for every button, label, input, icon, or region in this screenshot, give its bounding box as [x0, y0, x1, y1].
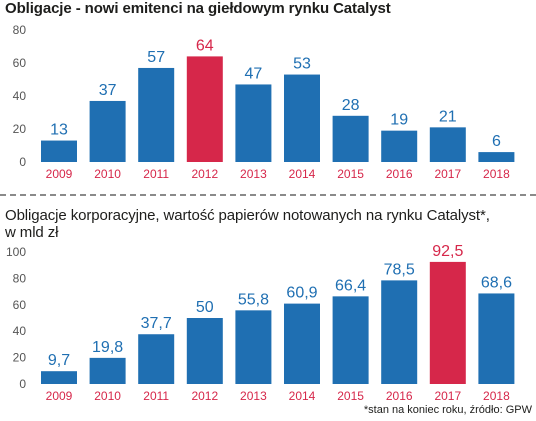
chart-2-value-label: 92,5 — [432, 243, 463, 260]
chart-2-value-label: 78,5 — [384, 261, 415, 278]
chart-2-category-label: 2011 — [143, 389, 169, 403]
chart-2-category-label: 2010 — [94, 389, 121, 403]
chart-2-ytick: 100 — [6, 245, 26, 259]
chart-2-ytick: 80 — [13, 271, 27, 285]
chart-1-category-label: 2011 — [143, 167, 169, 181]
chart-1-bar — [478, 152, 515, 162]
chart-1-category-label: 2017 — [434, 167, 461, 181]
chart-1-title: Obligacje - nowi emitenci na giełdowym r… — [5, 0, 391, 17]
chart-2-ytick: 60 — [13, 298, 27, 312]
chart-2-category-label: 2012 — [191, 389, 218, 403]
chart-1-value-label: 57 — [147, 49, 165, 66]
chart-2-value-label: 60,9 — [286, 285, 317, 302]
chart-1-category-label: 2018 — [483, 167, 510, 181]
chart-2-value-label: 50 — [196, 299, 214, 316]
chart-1-ytick: 0 — [19, 155, 26, 169]
chart-2-value-label: 19,8 — [92, 339, 123, 356]
chart-1-bar — [41, 140, 77, 162]
chart-2-category-label: 2015 — [337, 389, 364, 403]
chart-1: 0 20 40 60 80 13 2009 37 2010 57 2011 64 2012 47 2013 5… — [13, 23, 515, 181]
chart-2-value-label: 68,6 — [481, 274, 512, 291]
chart-2-category-label: 2018 — [483, 389, 510, 403]
chart-1-category-label: 2012 — [191, 167, 218, 181]
chart-2-category-label: 2013 — [240, 389, 267, 403]
chart-2-bar — [429, 261, 466, 384]
chart-2-bar — [332, 296, 369, 384]
chart-1-value-label: 6 — [492, 133, 501, 150]
chart-1-category-label: 2009 — [46, 167, 73, 181]
chart-2-bar — [478, 293, 515, 384]
section-divider — [0, 194, 536, 196]
chart-1-value-label: 47 — [245, 65, 263, 82]
chart-2-value-label: 37,7 — [141, 315, 172, 332]
chart-2-subtitle: w mld zł — [5, 224, 59, 241]
chart-2-bar — [138, 334, 175, 384]
chart-2-category-label: 2016 — [386, 389, 413, 403]
chart-2-title: Obligacje korporacyjne, wartość papierów… — [5, 207, 490, 224]
chart-2-ytick: 20 — [13, 351, 27, 365]
chart-1-bar — [381, 130, 418, 162]
chart-2-category-label: 2014 — [289, 389, 316, 403]
chart-2-bar — [41, 371, 77, 384]
chart-1-value-label: 19 — [390, 112, 408, 129]
chart-1-ytick: 20 — [13, 122, 27, 136]
chart-1-value-label: 28 — [342, 97, 360, 114]
chart-1-category-label: 2014 — [289, 167, 316, 181]
chart-1-bar — [138, 67, 175, 162]
chart-1-bar — [284, 74, 320, 162]
chart-2-bar — [381, 280, 418, 384]
chart-2-value-label: 66,4 — [335, 277, 366, 294]
chart-2-bar — [89, 357, 126, 384]
chart-2-value-label: 55,8 — [238, 291, 269, 308]
chart-1-value-label: 37 — [99, 82, 117, 99]
chart-1-value-label: 53 — [293, 56, 311, 73]
chart-1-bar — [235, 84, 272, 162]
chart-2-bar — [284, 303, 320, 384]
chart-1-ytick: 60 — [13, 56, 27, 70]
chart-1-category-label: 2010 — [94, 167, 121, 181]
chart-2-category-label: 2009 — [46, 389, 73, 403]
chart-1-category-label: 2016 — [386, 167, 413, 181]
chart-1-bar — [332, 115, 369, 162]
chart-2-ytick: 40 — [13, 324, 27, 338]
chart-1-category-label: 2013 — [240, 167, 267, 181]
chart-1-value-label: 13 — [50, 122, 68, 139]
chart-1-bar — [186, 56, 223, 162]
chart-1-ytick: 80 — [13, 23, 27, 37]
chart-1-value-label: 21 — [439, 108, 457, 125]
chart-1-bar — [429, 127, 466, 162]
chart-2-ytick: 0 — [19, 377, 26, 391]
chart-2-bar — [186, 318, 223, 384]
chart-1-ytick: 40 — [13, 89, 27, 103]
footnote: *stan na koniec roku, źródło: GPW — [363, 404, 532, 416]
chart-1-value-label: 64 — [196, 37, 214, 54]
chart-1-bar — [89, 100, 126, 162]
chart-1-category-label: 2015 — [337, 167, 364, 181]
chart-2-bar — [235, 310, 272, 384]
chart-2-value-label: 9,7 — [48, 352, 70, 369]
chart-2-category-label: 2017 — [434, 389, 461, 403]
